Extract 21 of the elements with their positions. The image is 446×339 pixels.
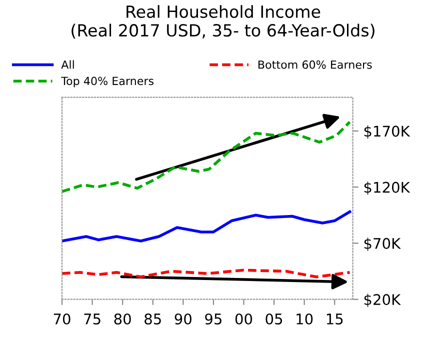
line-series — [62, 120, 352, 193]
x-tick-label: 80 — [114, 313, 131, 325]
legend-label: All — [61, 60, 74, 69]
x-tick-label: 05 — [266, 313, 282, 325]
x-tick-label: 00 — [235, 313, 252, 325]
x-tick-label: 75 — [84, 314, 100, 325]
y-tick-label: $120K — [364, 182, 410, 195]
x-tick-label: 10 — [296, 313, 313, 325]
line-series — [62, 210, 352, 242]
y-tick-label: $20K — [364, 294, 401, 308]
legend-label: Top 40% Earners — [61, 76, 154, 88]
x-tick-label: 15 — [326, 314, 343, 325]
chart-title: Real Household Income (Real 2017 USD, 35- to 64-Year-Olds) — [72, 5, 374, 39]
legend-label: Bottom 60% Earners — [258, 60, 372, 69]
x-tick-label: 70 — [54, 313, 70, 325]
x-tick-label: 95 — [205, 313, 222, 325]
y-tick-label: $170K — [364, 125, 410, 139]
line-series — [62, 268, 352, 278]
y-tick-label: $70K — [364, 238, 401, 251]
x-tick-label: 90 — [174, 313, 192, 325]
x-tick-label: 85 — [144, 313, 161, 325]
